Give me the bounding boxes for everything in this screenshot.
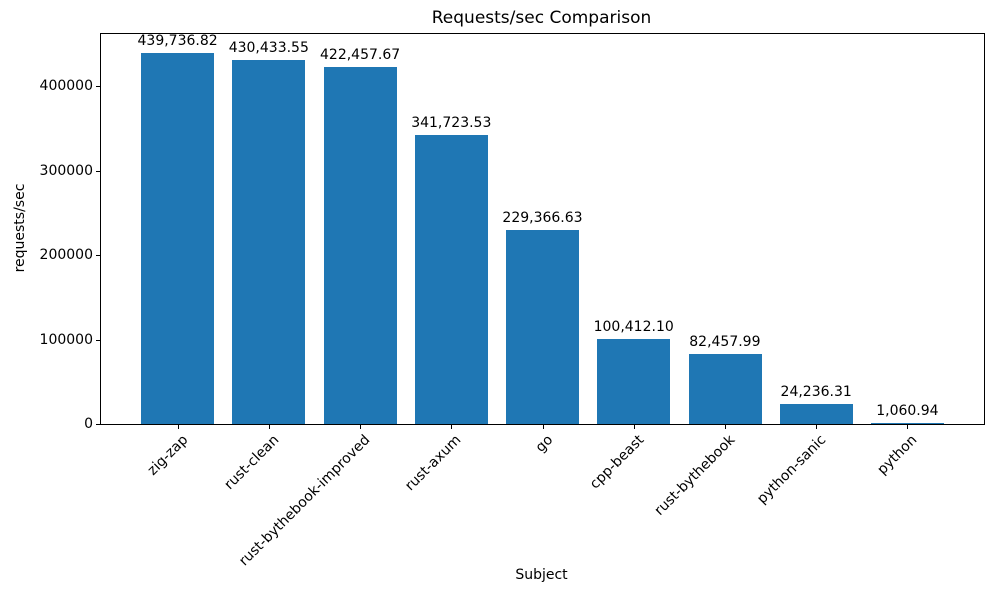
x-axis-tick [451, 425, 453, 429]
bar-value-label: 422,457.67 [320, 47, 401, 63]
x-axis-tick [177, 425, 179, 429]
bar [506, 230, 579, 424]
y-axis-tick [96, 255, 100, 257]
x-axis-tick [633, 425, 635, 429]
bar-value-label: 100,412.10 [593, 319, 674, 335]
bar-value-label: 439,736.82 [137, 33, 218, 49]
bar [232, 60, 306, 424]
bar [688, 354, 762, 424]
bar [779, 404, 853, 424]
y-axis-tick [96, 424, 100, 425]
y-tick-label: 400000 [39, 78, 93, 95]
x-axis-tick [816, 425, 818, 429]
bar-value-label: 82,457.99 [689, 334, 761, 350]
bar-value-label: 341,723.53 [411, 115, 492, 131]
bar [870, 423, 944, 424]
plot-area: 439,736.82 zig-zap 430,433.55 rust-clean 422… [40, 33, 985, 569]
x-axis-tick [360, 425, 362, 429]
bar-value-label: 24,236.31 [780, 384, 852, 400]
x-axis-tick [907, 425, 909, 429]
x-axis-label: Subject [515, 567, 568, 583]
y-tick-label: 100000 [39, 331, 93, 348]
y-axis-tick [96, 170, 100, 172]
y-tick-label: 200000 [39, 247, 93, 264]
bar [323, 67, 397, 424]
x-axis-tick [724, 425, 726, 429]
bar [597, 339, 671, 424]
chart-title: Requests/sec Comparison [431, 8, 652, 28]
y-tick-label: 300000 [39, 162, 93, 179]
bar [141, 53, 215, 424]
y-axis-tick [96, 339, 100, 341]
y-tick-label: 0 [84, 416, 93, 432]
y-axis-tick [96, 86, 100, 88]
bar-value-label: 1,060.94 [876, 403, 939, 419]
x-axis-tick [542, 425, 544, 429]
bar-value-label: 430,433.55 [228, 40, 309, 56]
x-axis-tick [268, 425, 270, 429]
bar-value-label: 229,366.63 [502, 210, 583, 226]
y-axis-label: requests/sec [12, 183, 28, 273]
bar [414, 135, 488, 424]
